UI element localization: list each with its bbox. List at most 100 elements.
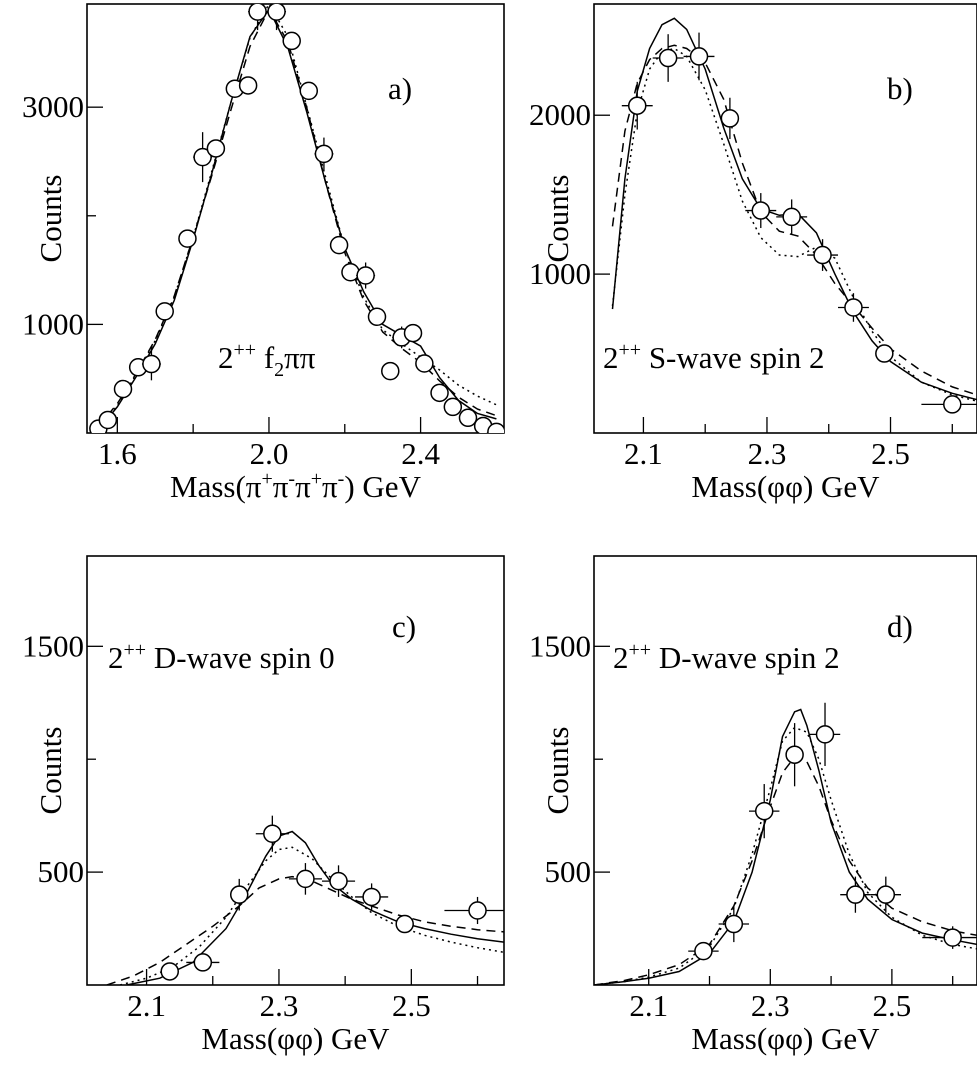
x-tick-label: 2.5 [392, 988, 431, 1023]
data-point-marker [815, 725, 835, 744]
annotation-part: 2 [603, 340, 619, 375]
x-axis-label-part: Mass(φφ) GeV [691, 469, 880, 504]
data-point [238, 76, 258, 95]
data-point-marker [356, 266, 375, 285]
data-point [718, 905, 750, 943]
x-tick-label: 2.0 [250, 436, 289, 471]
data-point-marker [299, 81, 319, 101]
y-axis-label: Counts [540, 727, 575, 815]
data-point [838, 293, 869, 322]
y-tick-label: 1500 [22, 628, 84, 663]
data-point [870, 876, 902, 913]
data-point [749, 784, 780, 839]
x-axis-label-part: - [338, 468, 345, 490]
data-point-marker [751, 201, 771, 220]
data-point-marker [178, 229, 197, 248]
data-point [621, 81, 653, 130]
data-point [299, 81, 319, 101]
data-point-marker [329, 235, 349, 255]
x-tick-label: 1.6 [98, 436, 137, 471]
x-axis-label-part: + [261, 468, 272, 490]
data-point-marker [943, 928, 962, 947]
panel-label: c) [392, 609, 416, 644]
data-point [367, 307, 387, 327]
data-point [444, 896, 504, 925]
y-tick-label: 1500 [529, 628, 591, 663]
data-point-marker [193, 953, 213, 972]
annotation-part: ++ [629, 639, 652, 661]
y-axis-label: Counts [540, 175, 575, 263]
data-point-marker [98, 410, 118, 430]
annotation-part: ++ [619, 339, 642, 361]
data-point [922, 926, 977, 949]
plot-frame [86, 555, 505, 986]
data-point-marker [754, 801, 774, 821]
data-point [282, 31, 301, 51]
data-point-marker [720, 109, 740, 128]
data-point-marker [468, 901, 487, 920]
fit-curve-dotted [611, 47, 977, 402]
annotation-part: 2 [274, 359, 284, 381]
x-axis-label-part: Mass(φφ) GeV [201, 1021, 390, 1056]
data-point-marker [395, 914, 414, 934]
data-point-marker [694, 941, 713, 961]
data-point-marker [658, 48, 678, 68]
data-point [395, 914, 414, 934]
data-point [321, 865, 356, 897]
data-point [356, 262, 376, 289]
data-point-marker [113, 379, 133, 399]
panel-annotation: 2++ D-wave spin 0 [108, 639, 335, 675]
data-point [443, 397, 463, 417]
y-tick-label: 1000 [22, 306, 84, 341]
data-point [193, 132, 213, 183]
data-point-marker [943, 395, 962, 414]
data-point [458, 408, 478, 428]
data-point [186, 953, 220, 972]
panel-annotation: 2++ f2ππ [218, 339, 316, 381]
x-tick-label: 2.5 [871, 436, 910, 471]
fit-curve-solid [126, 830, 504, 985]
data-point-marker [724, 914, 744, 934]
x-axis-label: Mass(π+π-π+π-) GeV [170, 468, 422, 504]
annotation-part: 2 [218, 340, 234, 375]
x-axis-label: Mass(φφ) GeV [201, 1021, 390, 1056]
data-point [415, 354, 434, 373]
data-point-marker [155, 302, 174, 321]
data-point [381, 361, 400, 381]
data-point [875, 344, 894, 363]
data-point-marker [875, 344, 894, 363]
data-point [921, 395, 977, 414]
data-point [160, 962, 179, 981]
data-point-marker [415, 354, 434, 373]
x-axis-label-part: + [311, 468, 322, 490]
annotation-part: 2 [613, 640, 629, 675]
data-point-marker [782, 207, 801, 227]
fit-curve-dotted [119, 846, 504, 985]
data-point-marker [458, 408, 478, 428]
panel-annotation: 2++ D-wave spin 2 [613, 639, 840, 675]
annotation-part: D-wave spin 2 [651, 640, 840, 675]
x-axis-label: Mass(φφ) GeV [691, 469, 880, 504]
data-point-marker [267, 4, 286, 21]
x-axis-label-part: π [295, 469, 311, 504]
annotation-part: f [256, 340, 275, 375]
data-point [206, 139, 226, 158]
y-axis-label: Counts [33, 175, 68, 263]
data-point-marker [430, 383, 449, 403]
data-point-marker [813, 245, 832, 265]
fit-curve-dotted [594, 726, 977, 985]
data-point-marker [193, 147, 212, 167]
data-point [785, 723, 804, 787]
data-point [807, 239, 839, 271]
fit-curve-solid [594, 708, 977, 985]
plot-frame [593, 555, 977, 986]
x-tick-label: 2.4 [401, 436, 440, 471]
x-tick-label: 2.1 [629, 988, 668, 1023]
x-axis-label-part: π [322, 469, 338, 504]
data-point [329, 235, 349, 255]
data-point-marker [627, 96, 647, 115]
data-point [776, 199, 808, 235]
y-tick-label: 1000 [529, 256, 591, 291]
data-point-marker [296, 869, 315, 889]
